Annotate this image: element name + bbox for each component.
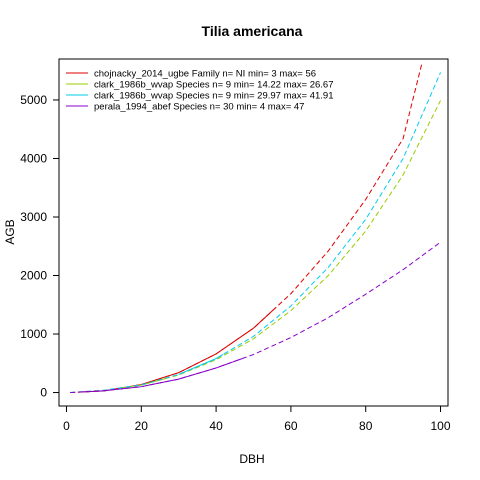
x-axis: 0 20 40 60 80 100 [63, 405, 451, 433]
x-tick-label: 20 [135, 419, 149, 433]
x-tick-label: 60 [284, 419, 298, 433]
series-solid-segment [178, 353, 224, 375]
x-tick-label: 100 [431, 419, 451, 433]
series-line-3 [70, 72, 441, 394]
y-tick-label: 3000 [20, 210, 47, 224]
series-solid-segment [81, 358, 243, 393]
series-dashed-segment [70, 100, 441, 394]
y-axis-label: AGB [3, 219, 17, 244]
legend-label: perala_1994_abef Species n= 30 min= 4 ma… [94, 102, 304, 113]
y-axis: 0 1000 2000 3000 4000 5000 [20, 93, 60, 400]
legend-item-4: perala_1994_abef Species n= 30 min= 4 ma… [66, 102, 304, 113]
x-tick-label: 40 [209, 419, 223, 433]
series-layer [70, 63, 441, 394]
x-axis-label: DBH [239, 452, 264, 466]
chart-title: Tilia americana [202, 23, 303, 39]
y-tick-label: 1000 [20, 327, 47, 341]
x-tick-label: 80 [359, 419, 373, 433]
legend-item-1: chojnacky_2014_ugbe Family n= NI min= 3 … [66, 69, 316, 80]
legend: chojnacky_2014_ugbe Family n= NI min= 3 … [66, 69, 334, 113]
legend-item-2: clark_1986b_wvap Species n= 9 min= 14.22… [66, 80, 334, 91]
series-dashed-segment [70, 241, 441, 394]
y-tick-label: 2000 [20, 269, 47, 283]
legend-item-3: clark_1986b_wvap Species n= 9 min= 29.97… [66, 91, 334, 102]
x-tick-label: 0 [63, 419, 70, 433]
y-tick-label: 4000 [20, 151, 47, 165]
series-line-2 [70, 100, 441, 394]
series-line-4 [70, 241, 441, 394]
legend-label: clark_1986b_wvap Species n= 9 min= 29.97… [94, 91, 334, 102]
y-tick-label: 5000 [20, 93, 47, 107]
legend-label: clark_1986b_wvap Species n= 9 min= 14.22… [94, 80, 334, 91]
y-tick-label: 0 [40, 386, 47, 400]
series-dashed-segment [70, 72, 441, 394]
legend-label: chojnacky_2014_ugbe Family n= NI min= 3 … [94, 69, 316, 80]
